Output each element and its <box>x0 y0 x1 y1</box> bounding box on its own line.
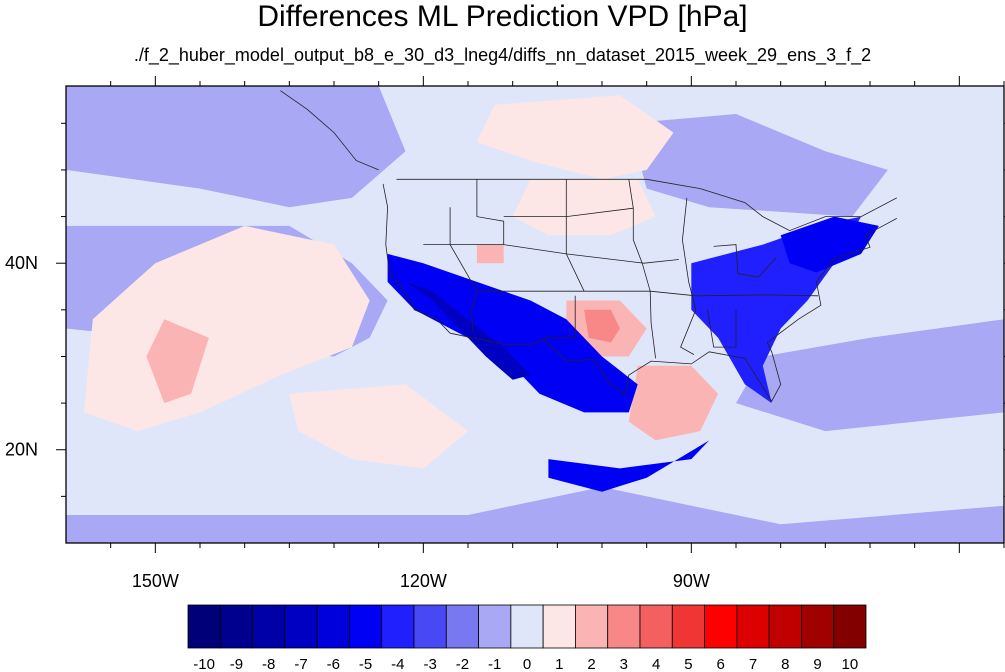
boundary-line-0 <box>382 183 451 334</box>
boundary-line-3 <box>624 218 897 402</box>
boundary-line-8 <box>628 179 656 359</box>
colorbar-label: -4 <box>391 656 404 672</box>
colorbar-label: 0 <box>523 656 531 672</box>
colorbar-label: 10 <box>842 656 859 672</box>
colorbar-swatch <box>801 604 835 649</box>
colorbar-label: 1 <box>555 656 563 672</box>
colorbar-swatch <box>833 604 867 649</box>
colorbar-swatch <box>381 604 415 649</box>
map-frame <box>65 85 1005 544</box>
x-tick-label: 90W <box>673 571 710 591</box>
colorbar-label: -7 <box>294 656 307 672</box>
colorbar-swatch <box>349 604 383 649</box>
boundary-line-13 <box>449 207 478 332</box>
region-great-basin-spot <box>476 244 504 264</box>
colorbar-label: 4 <box>652 656 660 672</box>
colorbar-swatch <box>671 604 705 649</box>
colorbar-swatch <box>284 604 318 649</box>
boundary-line-11 <box>713 244 777 278</box>
boundary-line-15 <box>280 90 379 171</box>
colorbar-label: -10 <box>193 656 215 672</box>
colorbar-swatch <box>736 604 770 649</box>
colorbar-label: -5 <box>359 656 372 672</box>
vpd-difference-field <box>66 86 1004 543</box>
colorbar-swatch <box>575 604 609 649</box>
colorbar-swatch <box>639 604 673 649</box>
colorbar-swatch <box>607 604 641 649</box>
region-north-pacific-high-core <box>146 319 209 404</box>
colorbar-swatch <box>768 604 802 649</box>
y-tick-label: 20N <box>5 440 38 460</box>
colorbar-label: 6 <box>717 656 725 672</box>
region-subtropical-pacific <box>289 384 468 469</box>
boundary-line-12 <box>476 179 505 245</box>
region-northern-plains <box>512 179 656 236</box>
colorbar-swatch <box>542 604 576 649</box>
colorbar-label: -1 <box>488 656 501 672</box>
region-gulf-of-mexico <box>628 365 719 441</box>
colorbar-swatch <box>478 604 512 649</box>
colorbar-swatch <box>316 604 350 649</box>
colorbar-label: -6 <box>327 656 340 672</box>
colorbar-label: -8 <box>262 656 275 672</box>
colorbar-label: 5 <box>684 656 692 672</box>
region-southwest-west-coast <box>387 253 638 413</box>
colorbar-label: 8 <box>781 656 789 672</box>
chart-subtitle: ./f_2_huber_model_output_b8_e_30_d3_lneg… <box>133 45 872 65</box>
region-mexico-south <box>548 440 710 492</box>
boundary-line-9 <box>565 179 585 292</box>
colorbar-label: -3 <box>423 656 436 672</box>
colorbar-swatch <box>252 604 286 649</box>
boundary-lines <box>280 90 897 402</box>
boundary-line-14 <box>707 309 737 348</box>
colorbar-swatch <box>510 604 544 649</box>
colorbar-swatch <box>187 604 221 649</box>
region-northeast-us <box>780 216 879 273</box>
colorbar-label: 2 <box>587 656 595 672</box>
x-tick-label: 150W <box>132 571 179 591</box>
x-tick-label: 120W <box>400 571 447 591</box>
region-southwest-core <box>405 281 531 380</box>
boundary-line-7 <box>543 295 576 339</box>
colorbar-swatch <box>219 604 253 649</box>
region-southern-plains-core <box>584 309 620 343</box>
colorbar-label: -9 <box>230 656 243 672</box>
boundary-line-2 <box>450 332 626 396</box>
region-northern-interior <box>628 114 888 217</box>
colorbar-swatch <box>413 604 447 649</box>
colorbar-label: -2 <box>456 656 469 672</box>
boundary-line-1 <box>396 178 897 232</box>
colorbar-label: 3 <box>620 656 628 672</box>
colorbar-label: 7 <box>749 656 757 672</box>
colorbar-label: 9 <box>813 656 821 672</box>
region-canada-plains <box>476 95 674 180</box>
region-north-pacific <box>66 86 406 208</box>
axis-ticks: 150W 120W 90W 40N 20N <box>5 76 1005 591</box>
colorbar: -10 -9 -8 -7 -6 -5 -4 -3 -2 -1 0 1 2 3 4 5 6 7 8 9 10 <box>187 604 867 672</box>
chart-title: Differences ML Prediction VPD [hPa] <box>257 0 748 33</box>
region-gulf-atlantic <box>736 319 1004 432</box>
boundary-line-5 <box>476 290 819 297</box>
boundary-line-10 <box>680 197 697 355</box>
region-tropical-pacific <box>66 487 1004 543</box>
y-tick-label: 40N <box>5 253 38 273</box>
colorbar-swatch <box>704 604 738 649</box>
colorbar-swatch <box>445 604 479 649</box>
